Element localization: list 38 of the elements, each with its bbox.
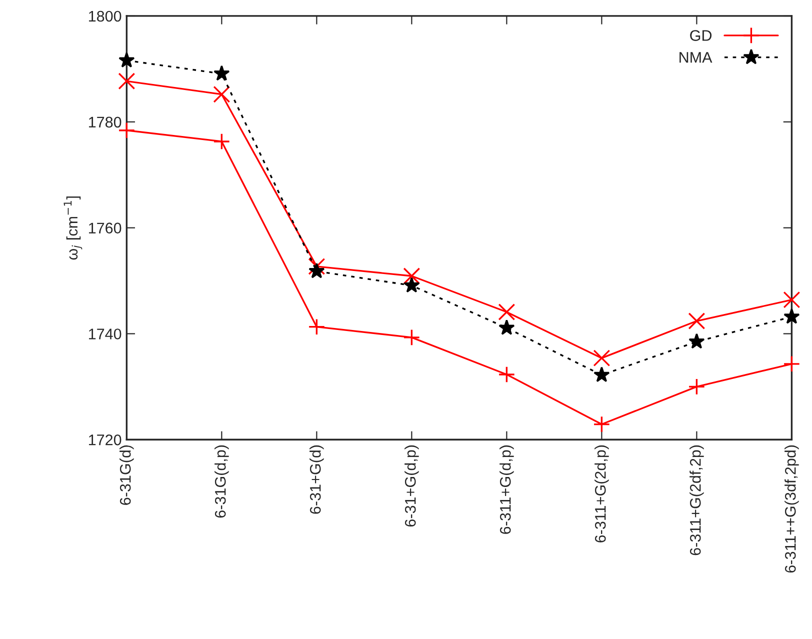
point [404,277,420,293]
point [498,366,516,383]
x-tick-label: 6-311+G(2df,2p) [690,445,704,556]
x-tick-label: 6-31+G(d,p) [404,445,419,527]
point [214,65,230,81]
point [308,318,326,336]
point [594,366,610,382]
point [308,258,326,275]
point [213,86,230,103]
point [118,72,136,90]
legend-label: NMA [680,52,712,63]
point [498,304,516,320]
point [118,52,135,68]
point [783,291,800,308]
point [403,328,420,346]
y-tick-label: 1740 [88,328,122,340]
legend-label: GD [690,30,712,41]
x-tick-label: 6-31G(d) [120,445,134,505]
point [688,378,706,396]
x-tick-label: 6-311+G(2d,p) [594,445,609,542]
point [688,333,705,349]
point [784,308,800,324]
x-tick-label: 6-31G(d,p) [214,445,229,518]
y-tick-label: 1800 [88,10,122,22]
y-tick-label: 1760 [88,222,122,234]
x-tick-label: 6-31+G(d) [310,445,324,514]
point [403,268,420,284]
y-axis-title: ω$_{j}$ [cm$^{−1}$] [64,196,82,260]
point [783,355,800,372]
point [498,319,515,335]
point [593,416,610,433]
point [593,350,610,367]
x-tick-label: 6-311+G(d,p) [500,445,514,534]
x-tick-label: 6-311++G(3df,2pd) [784,445,799,573]
y-tick-label: 1780 [88,116,122,128]
point [688,312,706,330]
point [308,262,325,278]
y-tick-label: 1720 [88,434,122,446]
